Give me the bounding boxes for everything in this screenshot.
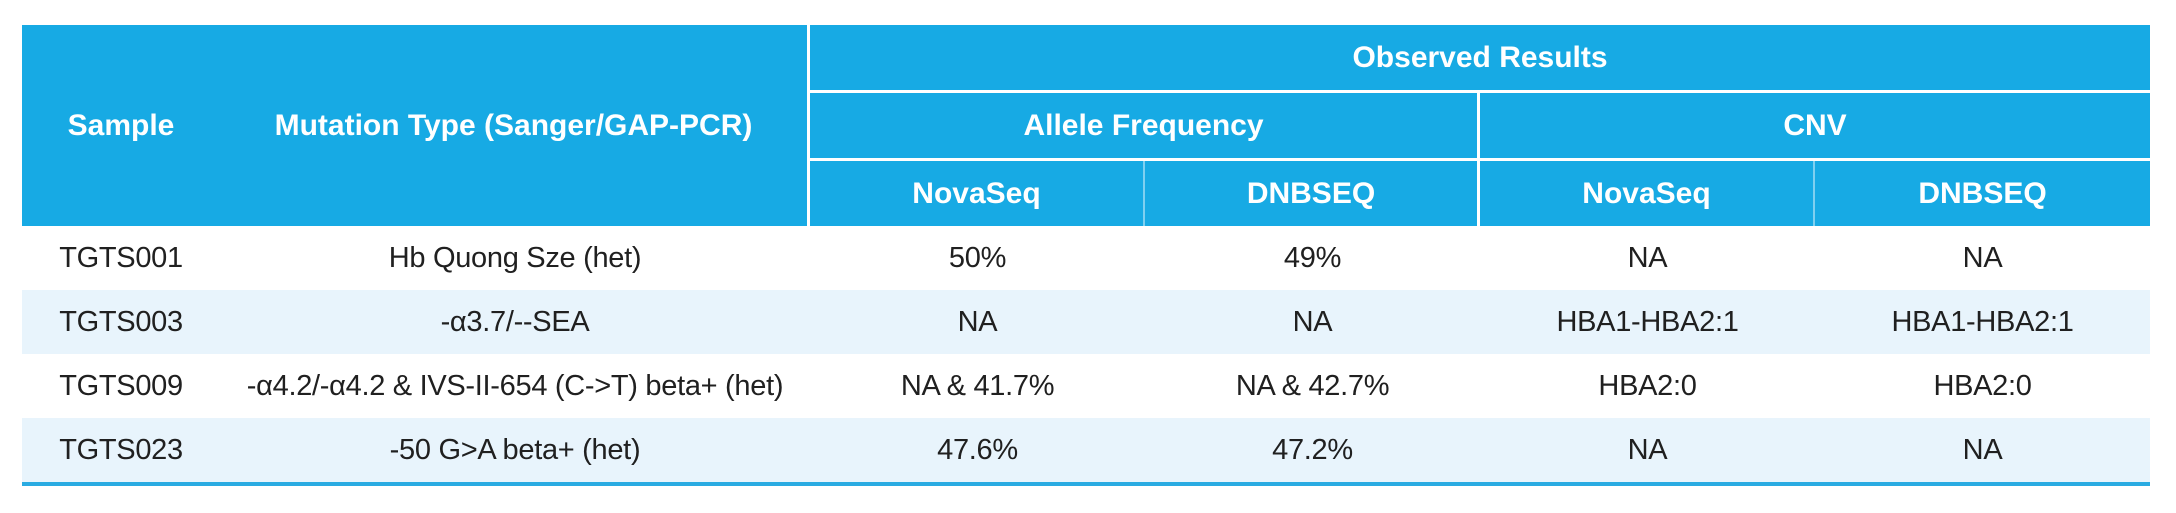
cell-af-dnbseq: NA: [1145, 290, 1480, 354]
column-header-allele-frequency: Allele Frequency: [810, 93, 1480, 161]
cell-cnv-dnbseq: NA: [1815, 226, 2151, 290]
cell-af-novaseq: NA: [810, 290, 1145, 354]
column-header-cnv: CNV: [1480, 93, 2151, 161]
header-row-subgroups: Allele Frequency CNV: [22, 93, 2151, 161]
cell-af-novaseq: 50%: [810, 226, 1145, 290]
cell-cnv-dnbseq: NA: [1815, 418, 2151, 486]
column-header-sample: Sample: [22, 25, 220, 226]
column-header-cnv-dnbseq: DNBSEQ: [1815, 161, 2151, 226]
cell-cnv-dnbseq: HBA2:0: [1815, 354, 2151, 418]
observed-results-table: Sample Mutation Type (Sanger/GAP-PCR) Ob…: [22, 25, 2151, 486]
cell-af-dnbseq: NA & 42.7%: [1145, 354, 1480, 418]
cell-af-dnbseq: 47.2%: [1145, 418, 1480, 486]
cell-af-dnbseq: 49%: [1145, 226, 1480, 290]
cell-mutation: -α3.7/--SEA: [220, 290, 810, 354]
cell-mutation: Hb Quong Sze (het): [220, 226, 810, 290]
column-header-mutation-type: Mutation Type (Sanger/GAP-PCR): [220, 25, 810, 226]
column-header-af-dnbseq: DNBSEQ: [1145, 161, 1480, 226]
table-row: TGTS023 -50 G>A beta+ (het) 47.6% 47.2% …: [22, 418, 2151, 486]
cell-cnv-novaseq: NA: [1480, 226, 1815, 290]
column-header-af-novaseq: NovaSeq: [810, 161, 1145, 226]
cell-cnv-novaseq: HBA1-HBA2:1: [1480, 290, 1815, 354]
column-header-cnv-novaseq: NovaSeq: [1480, 161, 1815, 226]
header-row-groups: Sample Mutation Type (Sanger/GAP-PCR) Ob…: [22, 25, 2151, 226]
header-row-platforms: NovaSeq DNBSEQ NovaSeq DNBSEQ: [22, 161, 2151, 226]
table-row: TGTS003 -α3.7/--SEA NA NA HBA1-HBA2:1 HB…: [22, 290, 2151, 354]
table-body: TGTS001 Hb Quong Sze (het) 50% 49% NA NA…: [22, 226, 2151, 486]
cell-cnv-dnbseq: HBA1-HBA2:1: [1815, 290, 2151, 354]
cell-af-novaseq: NA & 41.7%: [810, 354, 1145, 418]
cell-sample: TGTS003: [22, 290, 220, 354]
table-row: TGTS001 Hb Quong Sze (het) 50% 49% NA NA: [22, 226, 2151, 290]
cell-sample: TGTS009: [22, 354, 220, 418]
cell-mutation: -α4.2/-α4.2 & IVS-II-654 (C->T) beta+ (h…: [220, 354, 810, 418]
cell-mutation: -50 G>A beta+ (het): [220, 418, 810, 486]
cell-sample: TGTS023: [22, 418, 220, 486]
cell-cnv-novaseq: HBA2:0: [1480, 354, 1815, 418]
cell-cnv-novaseq: NA: [1480, 418, 1815, 486]
table-header: Sample Mutation Type (Sanger/GAP-PCR) Ob…: [22, 25, 2151, 226]
table-row: TGTS009 -α4.2/-α4.2 & IVS-II-654 (C->T) …: [22, 354, 2151, 418]
cell-af-novaseq: 47.6%: [810, 418, 1145, 486]
cell-sample: TGTS001: [22, 226, 220, 290]
column-header-observed-results: Observed Results: [810, 25, 2151, 93]
